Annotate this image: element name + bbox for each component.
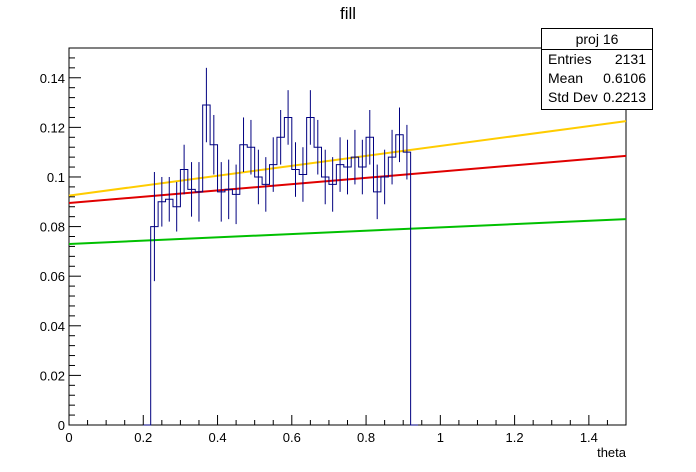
y-tick-label: 0.14 [40,71,65,86]
y-tick-label: 0.12 [40,120,65,135]
histogram [143,67,419,426]
fit-line [68,218,627,245]
chart-title: fill [339,4,357,23]
y-tick-label: 0 [58,418,65,433]
x-tick-label: 0 [65,430,72,445]
y-tick-label: 0.02 [40,368,65,383]
x-tick-label: 1 [437,430,444,445]
stats-key: Mean [548,70,584,86]
axes: 0 0.2 0.4 0.6 0.8 1 1.2 1.4 0 0.02 0.04 0.06 0.08 0.1… [40,47,627,445]
stats-value: 0.6106 [603,70,646,86]
stats-box-title: proj 16 [542,29,652,50]
x-tick-label: 0.2 [134,430,152,445]
y-tick-label: 0.04 [40,319,65,334]
stats-value: 0.2213 [603,89,646,105]
stats-box: proj 16 Entries 2131 Mean 0.6106 Std Dev… [541,28,653,110]
stats-key: Entries [548,51,592,67]
stats-row-mean: Mean 0.6106 [542,69,652,88]
y-tick-label: 0.08 [40,220,65,235]
stats-value: 2131 [614,51,646,67]
x-axis-label: theta [597,445,627,460]
x-tick-label: 1.4 [580,430,598,445]
stats-row-stddev: Std Dev 0.2213 [542,88,652,107]
stats-row-entries: Entries 2131 [542,50,652,69]
x-tick-label: 0.6 [283,430,301,445]
x-tick-label: 0.4 [208,430,226,445]
x-tick-label: 0.8 [357,430,375,445]
y-tick-label: 0.06 [40,269,65,284]
stats-key: Std Dev [548,89,598,105]
x-tick-label: 1.2 [506,430,524,445]
y-tick-label: 0.1 [47,170,65,185]
